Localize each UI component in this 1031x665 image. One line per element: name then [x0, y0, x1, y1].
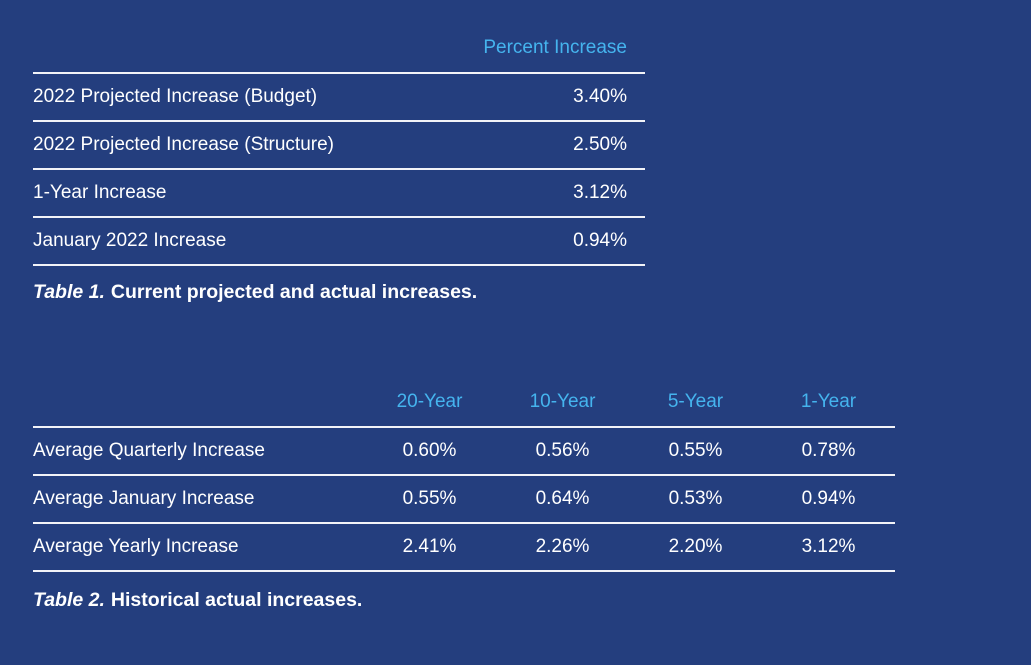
- table-row: 2022 Projected Increase (Structure) 2.50…: [33, 121, 645, 170]
- row-value: 2.41%: [363, 523, 496, 572]
- table-row: Average January Increase 0.55% 0.64% 0.5…: [33, 475, 895, 524]
- row-value: 0.94%: [762, 475, 895, 524]
- row-value: 0.60%: [363, 427, 496, 476]
- table-1: Percent Increase 2022 Projected Increase…: [33, 28, 645, 266]
- row-value: 3.40%: [413, 73, 645, 122]
- row-label: 1-Year Increase: [33, 169, 413, 218]
- table-2-empty-header: [33, 382, 363, 428]
- column-header-1-year: 1-Year: [762, 382, 895, 428]
- row-value: 0.64%: [496, 475, 629, 524]
- row-label: 2022 Projected Increase (Budget): [33, 73, 413, 122]
- row-value: 2.50%: [413, 121, 645, 170]
- table-1-empty-header: [33, 28, 413, 74]
- row-label: Average Yearly Increase: [33, 523, 363, 572]
- row-label: Average January Increase: [33, 475, 363, 524]
- table-row: 2022 Projected Increase (Budget) 3.40%: [33, 73, 645, 122]
- row-value: 2.26%: [496, 523, 629, 572]
- column-header-20-year: 20-Year: [363, 382, 496, 428]
- table-row: Average Yearly Increase 2.41% 2.26% 2.20…: [33, 523, 895, 572]
- row-value: 3.12%: [762, 523, 895, 572]
- table-row: 1-Year Increase 3.12%: [33, 169, 645, 218]
- table-1-header-row: Percent Increase: [33, 28, 645, 74]
- table-1-percent-increase-header: Percent Increase: [413, 28, 645, 74]
- row-value: 0.56%: [496, 427, 629, 476]
- table-row: January 2022 Increase 0.94%: [33, 217, 645, 266]
- row-value: 0.55%: [363, 475, 496, 524]
- row-label: 2022 Projected Increase (Structure): [33, 121, 413, 170]
- row-value: 0.53%: [629, 475, 762, 524]
- row-value: 3.12%: [413, 169, 645, 218]
- column-header-5-year: 5-Year: [629, 382, 762, 428]
- caption-text: Current projected and actual increases.: [110, 281, 478, 303]
- caption-label: Table 1.: [33, 281, 105, 303]
- row-value: 0.55%: [629, 427, 762, 476]
- table-2: 20-Year 10-Year 5-Year 1-Year Average Qu…: [33, 382, 895, 572]
- column-header-10-year: 10-Year: [496, 382, 629, 428]
- table-2-caption: Table 2. Historical actual increases.: [33, 588, 1031, 612]
- row-label: January 2022 Increase: [33, 217, 413, 266]
- row-value: 2.20%: [629, 523, 762, 572]
- row-label: Average Quarterly Increase: [33, 427, 363, 476]
- row-value: 0.78%: [762, 427, 895, 476]
- caption-label: Table 2.: [33, 589, 105, 611]
- row-value: 0.94%: [413, 217, 645, 266]
- table-1-caption: Table 1. Current projected and actual inc…: [33, 280, 1031, 304]
- table-row: Average Quarterly Increase 0.60% 0.56% 0…: [33, 427, 895, 476]
- table-2-header-row: 20-Year 10-Year 5-Year 1-Year: [33, 382, 895, 428]
- caption-text: Historical actual increases.: [110, 589, 363, 611]
